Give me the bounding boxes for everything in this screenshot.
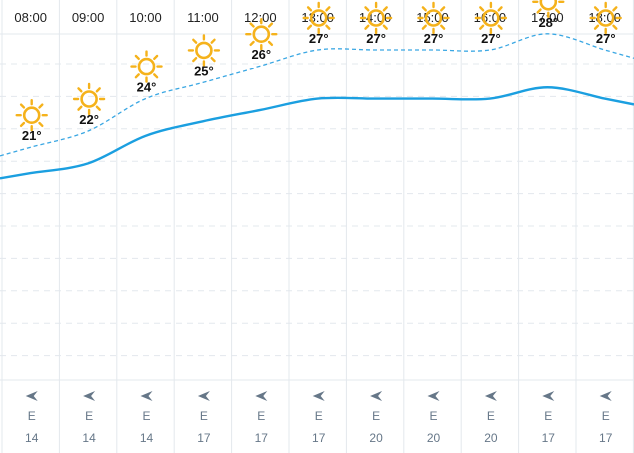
wind-arrow-icon: [599, 391, 612, 401]
wind-speed: 17: [312, 431, 326, 445]
wind-direction: E: [372, 409, 380, 423]
temperature-label: 28°: [538, 15, 558, 30]
wind-row: E 14 E 14 E 14 E 17 E 17 E 17 E 20 E 20 E 20 E 17 E 17: [25, 391, 613, 445]
sun-icon: [130, 50, 163, 83]
wind-direction: E: [257, 409, 265, 423]
wind-direction: E: [28, 409, 36, 423]
wind-arrow-icon: [197, 391, 210, 401]
wind-direction: E: [487, 409, 495, 423]
chart-lines: [0, 33, 634, 180]
sun-icon: [245, 18, 278, 51]
wind-arrow-icon: [312, 391, 325, 401]
wind-arrow-icon: [255, 391, 268, 401]
sun-icon: [15, 98, 48, 132]
sun-icon: [589, 1, 622, 35]
wind-arrow-icon: [484, 391, 497, 401]
wind-speed: 14: [140, 431, 154, 445]
sun-icon: [532, 0, 565, 18]
wind-arrow-icon: [542, 391, 555, 401]
wind-direction: E: [544, 409, 552, 423]
wind-speed: 20: [484, 431, 498, 445]
wind-direction: E: [142, 409, 150, 423]
sun-icon: [72, 82, 106, 116]
hour-label: 08:00: [14, 10, 47, 25]
wind-speed: 20: [427, 431, 441, 445]
temperature-series-line: [0, 33, 634, 157]
temperature-labels: 21° 22° 24° 25° 26° 27° 27° 27° 27° 28° 27°: [22, 15, 616, 143]
temperature-label: 26°: [251, 47, 271, 62]
temperature-label: 24°: [137, 80, 157, 95]
wind-arrow-icon: [25, 391, 38, 401]
hour-label: 12:00: [244, 10, 277, 25]
temperature-label: 27°: [424, 31, 444, 46]
wind-arrow-icon: [83, 391, 96, 401]
sun-icon: [359, 1, 393, 35]
sun-icon: [474, 1, 508, 35]
hour-label: 09:00: [72, 10, 105, 25]
temperature-label: 27°: [309, 31, 329, 46]
temperature-label: 25°: [194, 63, 214, 78]
wind-direction: E: [200, 409, 208, 423]
temperature-label: 22°: [79, 112, 99, 127]
weather-icons: [15, 0, 622, 132]
secondary-series-line: [0, 86, 634, 180]
wind-arrow-icon: [370, 391, 383, 401]
wind-speed: 17: [197, 431, 211, 445]
wind-speed: 17: [599, 431, 613, 445]
hour-label: 10:00: [129, 10, 162, 25]
wind-direction: E: [602, 409, 610, 423]
wind-arrow-icon: [427, 391, 440, 401]
wind-direction: E: [85, 409, 93, 423]
hour-header: 08:00 09:00 10:00 11:00 12:00 13:00 14:00 15:00…: [14, 10, 621, 25]
sun-icon: [187, 34, 221, 67]
wind-speed: 20: [369, 431, 383, 445]
wind-speed: 14: [25, 431, 39, 445]
temperature-label: 27°: [596, 31, 616, 46]
wind-speed: 14: [82, 431, 96, 445]
hour-label: 17:00: [531, 10, 564, 25]
wind-direction: E: [315, 409, 323, 423]
sun-icon: [302, 1, 335, 35]
wind-arrow-icon: [140, 391, 153, 401]
temperature-label: 27°: [366, 31, 386, 46]
wind-speed: 17: [255, 431, 269, 445]
temperature-label: 27°: [481, 31, 501, 46]
wind-speed: 17: [542, 431, 556, 445]
temperature-label: 21°: [22, 128, 42, 143]
sun-icon: [417, 1, 450, 35]
wind-direction: E: [429, 409, 437, 423]
hour-label: 11:00: [187, 10, 219, 25]
